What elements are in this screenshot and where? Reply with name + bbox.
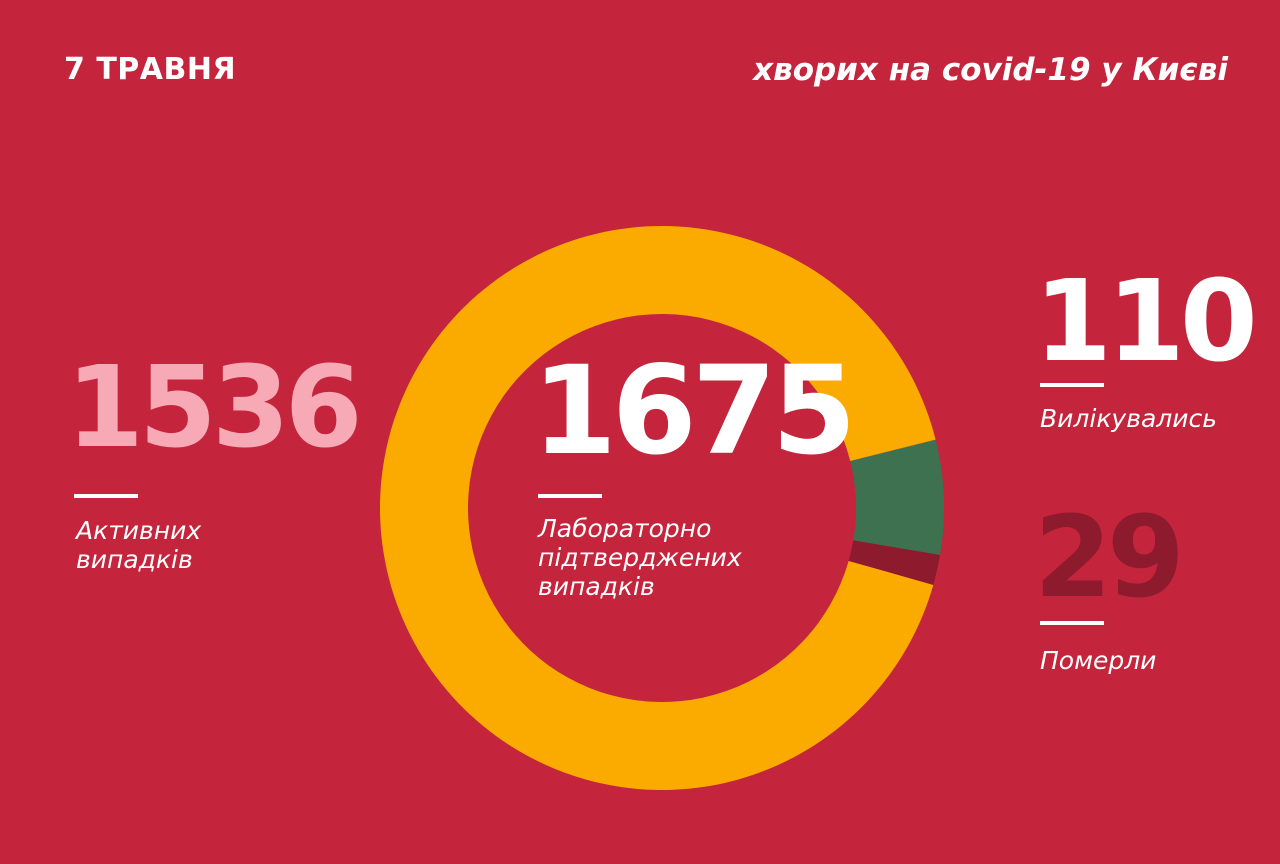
date-label: 7 ТРАВНЯ (64, 52, 237, 87)
total-label-line-2: підтверджених (538, 543, 742, 572)
headline: хворих на covid-19 у Києві (753, 52, 1228, 88)
deaths-label: Померли (1040, 646, 1157, 675)
total-label-line-3: випадків (538, 572, 655, 601)
donut-slice-2 (379, 225, 936, 790)
active-cases-number: 1536 (66, 343, 363, 473)
active-cases-label: Активних випадків (76, 516, 201, 574)
recovered-number: 110 (1034, 257, 1258, 387)
deaths-divider (1040, 621, 1104, 625)
donut-slice-0 (850, 439, 944, 556)
total-label-line-1: Лабораторно (538, 514, 712, 543)
deaths-number: 29 (1034, 493, 1185, 623)
active-divider (74, 494, 138, 498)
active-label-line-1: Активних (76, 516, 202, 545)
total-cases-number: 1675 (532, 340, 857, 482)
active-label-line-2: випадків (76, 545, 193, 574)
total-cases-label: Лабораторно підтверджених випадків (538, 514, 742, 601)
recovered-divider (1040, 383, 1104, 387)
recovered-label: Вилікувались (1040, 404, 1217, 433)
donut-slice-1 (848, 540, 941, 585)
total-divider (538, 494, 602, 498)
